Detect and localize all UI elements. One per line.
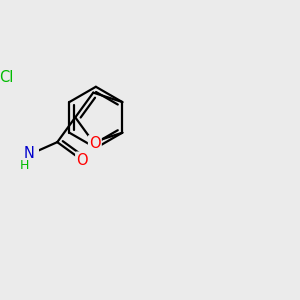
Text: O: O	[76, 153, 88, 168]
Text: H: H	[20, 159, 29, 172]
Text: Cl: Cl	[0, 70, 14, 85]
Text: O: O	[89, 136, 101, 151]
Text: N: N	[24, 146, 35, 161]
